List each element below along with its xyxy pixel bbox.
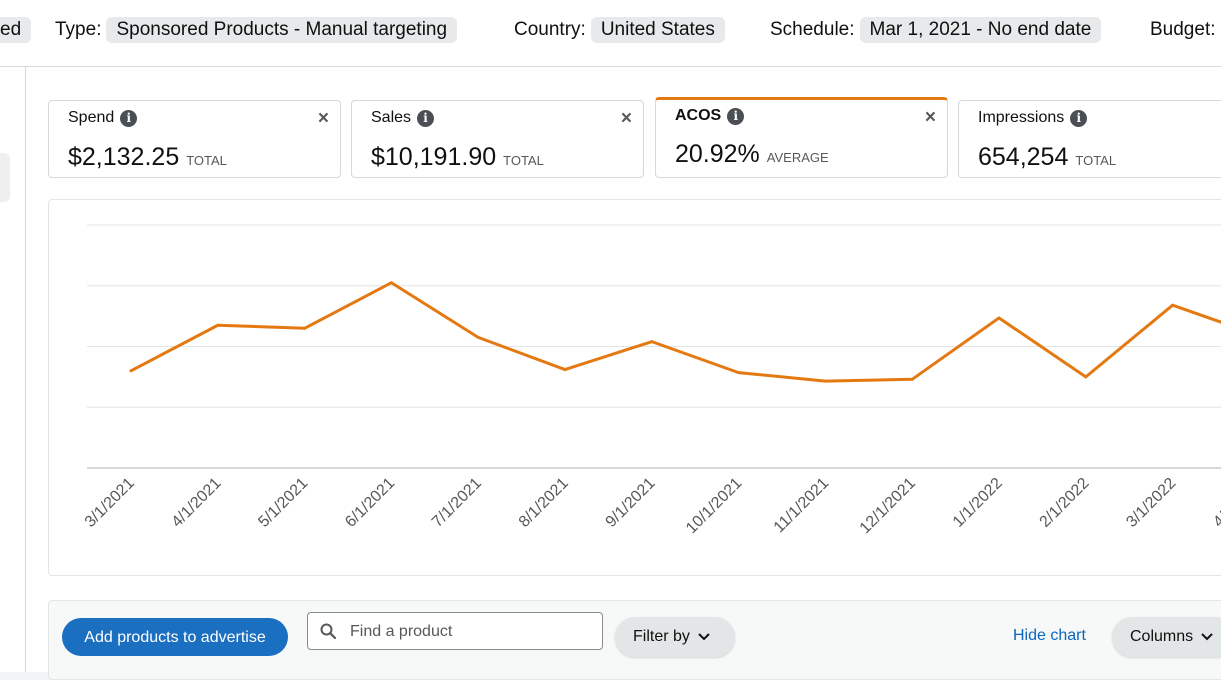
search-input[interactable] <box>348 617 597 647</box>
schedule-item: Schedule: Mar 1, 2021 - No end date <box>770 17 1102 43</box>
left-panel <box>0 67 26 672</box>
type-pill: Sponsored Products - Manual targeting <box>106 17 458 43</box>
close-icon[interactable]: × <box>924 107 936 128</box>
data-point[interactable] <box>823 379 827 383</box>
metric-title-text: Spend <box>68 109 115 126</box>
x-tick-label: 1/1/2022 <box>950 475 1006 531</box>
type-label: Type: <box>55 19 102 40</box>
x-tick-label: 4/1/2022 <box>1210 475 1221 531</box>
country-pill: United States <box>590 17 725 43</box>
x-tick-label: 7/1/2021 <box>429 475 485 531</box>
metric-title: ACOS i <box>675 107 745 125</box>
schedule-label: Schedule: <box>770 19 855 40</box>
status-item: ed <box>0 17 32 43</box>
data-point[interactable] <box>1171 303 1175 307</box>
chart-svg: 3/1/2021 4/1/2021 5/1/2021 6/1/2021 7/1/2021… <box>82 224 1221 537</box>
metric-value-number: 654,254 <box>978 143 1069 171</box>
x-tick-label: 2/1/2022 <box>1037 475 1093 531</box>
metric-value: 654,254 TOTAL <box>978 143 1116 172</box>
metric-title-text: Impressions <box>978 109 1065 126</box>
close-icon[interactable]: × <box>317 108 329 129</box>
x-tick-label: 5/1/2021 <box>255 475 311 531</box>
metric-value-number: $2,132.25 <box>68 143 180 171</box>
schedule-pill: Mar 1, 2021 - No end date <box>859 17 1102 43</box>
metric-card-impressions[interactable]: Impressions i 654,254 TOTAL <box>958 100 1221 178</box>
performance-chart: 3/1/2021 4/1/2021 5/1/2021 6/1/2021 7/1/2021… <box>48 199 1221 576</box>
x-tick-label: 12/1/2021 <box>857 475 919 537</box>
info-icon[interactable]: i <box>1070 109 1088 127</box>
x-tick-label: 8/1/2021 <box>516 475 572 531</box>
metric-card-acos[interactable]: ACOS i × 20.92% AVERAGE <box>655 97 948 178</box>
data-point[interactable] <box>1084 375 1088 379</box>
metric-value-tag: TOTAL <box>1075 153 1117 168</box>
product-search[interactable] <box>307 612 603 650</box>
chevron-down-icon <box>698 633 710 641</box>
left-panel-tab[interactable] <box>0 153 10 202</box>
x-tick-label: 3/1/2021 <box>82 475 138 531</box>
budget-item: Budget: <box>1150 17 1221 43</box>
metric-title: Sales i <box>371 109 435 127</box>
metric-card-sales[interactable]: Sales i × $10,191.90 TOTAL <box>351 100 644 178</box>
metric-value-tag: TOTAL <box>503 153 544 168</box>
filter-by-label: Filter by <box>633 628 690 645</box>
budget-label: Budget: <box>1150 19 1216 40</box>
metric-value: $10,191.90 TOTAL <box>371 143 544 172</box>
metric-title-text: ACOS <box>675 107 722 124</box>
status-pill: ed <box>0 17 32 43</box>
metric-value-tag: AVERAGE <box>766 150 829 165</box>
hide-chart-link[interactable]: Hide chart <box>1013 627 1086 644</box>
metric-value-number: $10,191.90 <box>371 143 497 171</box>
x-tick-label: 6/1/2021 <box>342 475 398 531</box>
country-item: Country: United States <box>514 17 725 43</box>
metric-value-number: 20.92% <box>675 140 760 168</box>
series-line <box>130 281 1221 383</box>
x-tick-label: 4/1/2021 <box>169 475 225 531</box>
country-label: Country: <box>514 19 586 40</box>
metric-value-tag: TOTAL <box>186 153 227 168</box>
data-point[interactable] <box>997 316 1001 320</box>
columns-label: Columns <box>1130 628 1194 645</box>
metric-title: Impressions i <box>978 109 1088 127</box>
x-tick-label: 9/1/2021 <box>603 475 659 531</box>
x-tick-label: 11/1/2021 <box>771 475 833 537</box>
data-point[interactable] <box>563 368 567 372</box>
info-icon[interactable]: i <box>120 109 138 127</box>
info-icon[interactable]: i <box>727 107 745 125</box>
chevron-down-icon <box>1201 633 1213 641</box>
close-icon[interactable]: × <box>620 108 632 129</box>
campaign-info-bar: ed Type: Sponsored Products - Manual tar… <box>0 0 1221 67</box>
info-icon[interactable]: i <box>417 109 435 127</box>
data-point[interactable] <box>910 377 914 381</box>
metric-title-text: Sales <box>371 109 412 126</box>
data-point[interactable] <box>303 326 307 330</box>
metric-value: 20.92% AVERAGE <box>675 140 829 169</box>
data-point[interactable] <box>737 371 741 375</box>
columns-button[interactable]: Columns <box>1112 617 1221 657</box>
x-tick-label: 10/1/2021 <box>683 475 745 537</box>
type-item: Type: Sponsored Products - Manual target… <box>55 17 458 43</box>
data-point[interactable] <box>650 340 654 344</box>
x-tick-label: 3/1/2022 <box>1123 475 1179 531</box>
filter-by-button[interactable]: Filter by <box>615 617 735 657</box>
metric-value: $2,132.25 TOTAL <box>68 143 227 172</box>
metric-card-spend[interactable]: Spend i × $2,132.25 TOTAL <box>48 100 341 178</box>
add-products-button[interactable]: Add products to advertise <box>62 618 288 656</box>
data-point[interactable] <box>389 281 393 285</box>
search-icon <box>320 623 336 639</box>
metric-title: Spend i <box>68 109 138 127</box>
data-point[interactable] <box>476 335 480 339</box>
data-point[interactable] <box>216 323 220 327</box>
data-point[interactable] <box>129 369 133 373</box>
